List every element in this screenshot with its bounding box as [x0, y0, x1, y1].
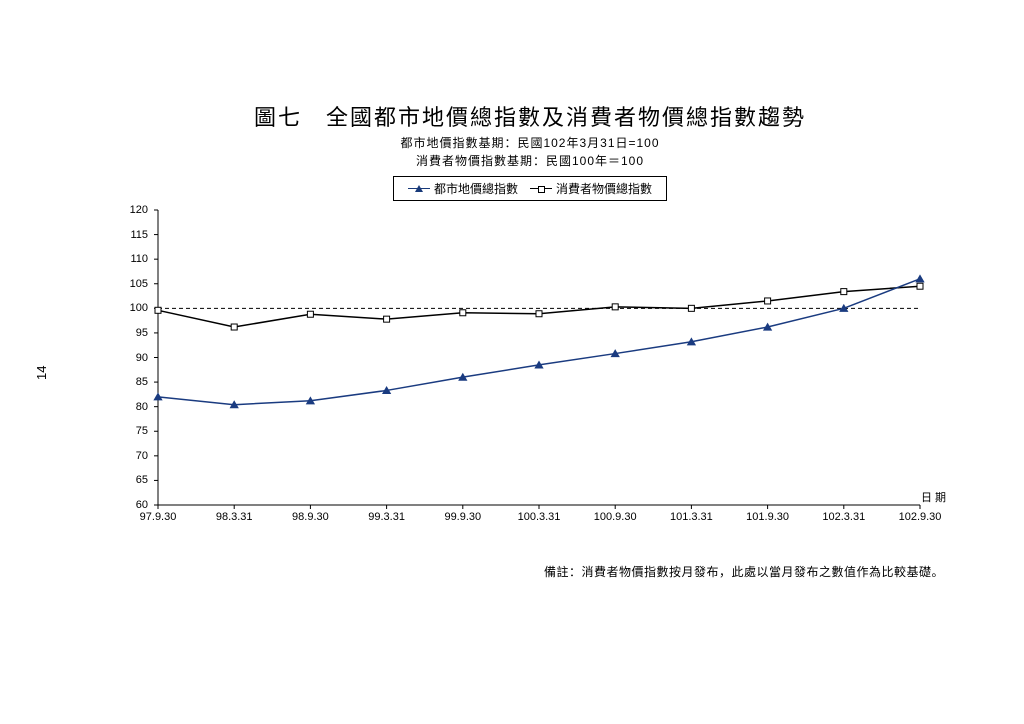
legend-label-b: 消費者物價總指數 — [556, 180, 652, 197]
square-line-icon — [530, 184, 552, 194]
chart-svg — [120, 205, 940, 535]
legend-label-a: 都市地價總指數 — [434, 180, 518, 197]
legend-item-land-index: 都市地價總指數 — [408, 180, 518, 197]
line-chart: 日 期 606570758085909510010511011512097.9.… — [120, 205, 940, 535]
triangle-line-icon — [408, 184, 430, 194]
chart-container: 圖七 全國都市地價總指數及消費者物價總指數趨勢 都市地價指數基期：民國102年3… — [110, 100, 950, 580]
page-number: 14 — [34, 366, 49, 380]
page: 14 圖七 全國都市地價總指數及消費者物價總指數趨勢 都市地價指數基期：民國10… — [0, 0, 1024, 724]
chart-subtitle-2: 消費者物價指數基期：民國100年＝100 — [110, 152, 950, 170]
legend: 都市地價總指數 消費者物價總指數 — [393, 176, 667, 201]
chart-title: 圖七 全國都市地價總指數及消費者物價總指數趨勢 — [110, 100, 950, 132]
footnote: 備註：消費者物價指數按月發布，此處以當月發布之數值作為比較基礎。 — [110, 563, 950, 580]
legend-item-cpi: 消費者物價總指數 — [530, 180, 652, 197]
chart-subtitle-1: 都市地價指數基期：民國102年3月31日=100 — [110, 134, 950, 152]
